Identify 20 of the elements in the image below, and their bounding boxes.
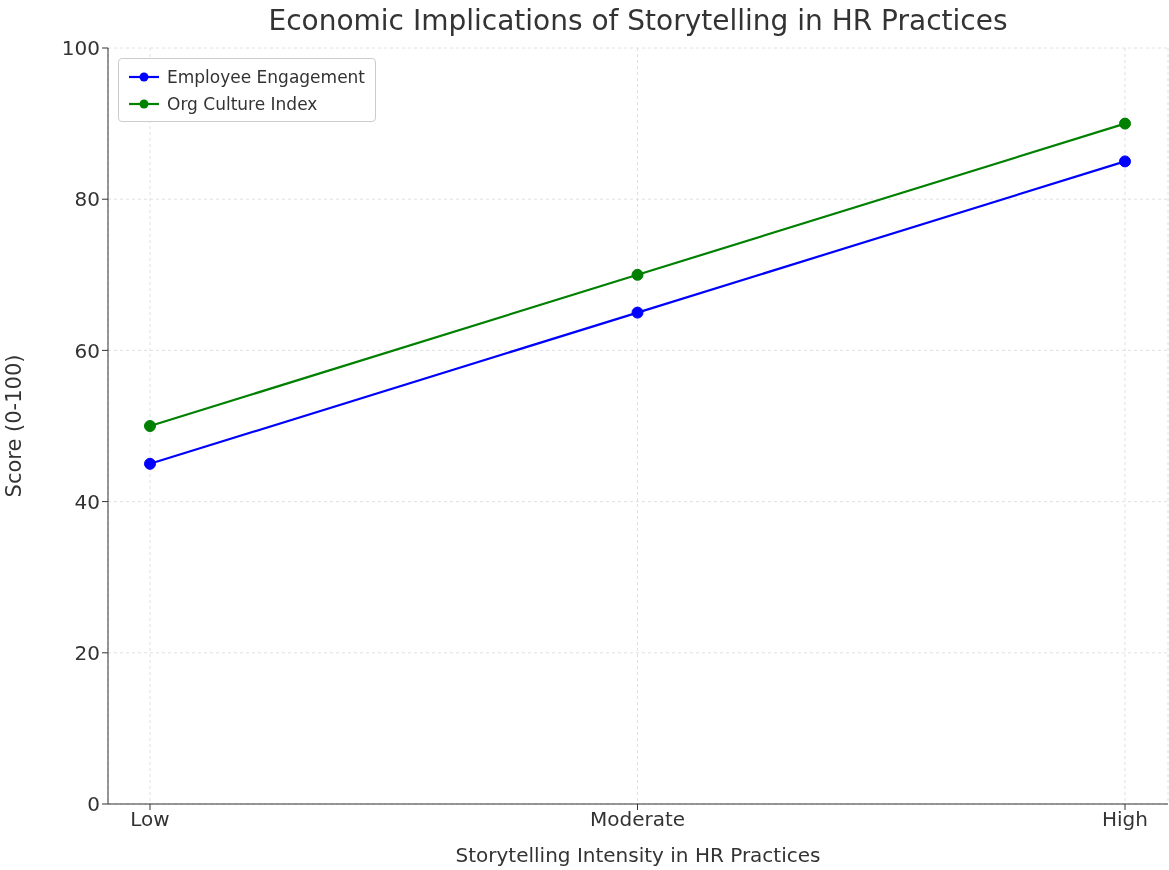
y-tick-label: 0 [87,792,100,817]
legend-label: Org Culture Index [167,93,318,114]
point [1119,117,1131,130]
x-tick-label: Moderate [589,807,686,832]
legend-label: Employee Engagement [167,66,366,87]
point [631,268,644,281]
x-tick-label: High [1102,807,1148,832]
chart-title: Economic Implications of Storytelling in HR Practices [267,4,1009,37]
y-tick-label: 60 [74,338,100,363]
y-tick-label: 100 [61,36,100,61]
y-axis-title: Score (0-100) [2,354,27,498]
x-axis-title: Storytelling Intensity in HR Practices [455,843,821,867]
point [144,457,156,470]
y-tick-label: 80 [74,187,100,212]
x-tick-label: Low [130,807,170,832]
point [631,306,644,319]
point [144,420,156,432]
y-tick-label: 40 [74,489,100,514]
point [1119,155,1131,168]
y-tick-label: 20 [74,640,100,665]
